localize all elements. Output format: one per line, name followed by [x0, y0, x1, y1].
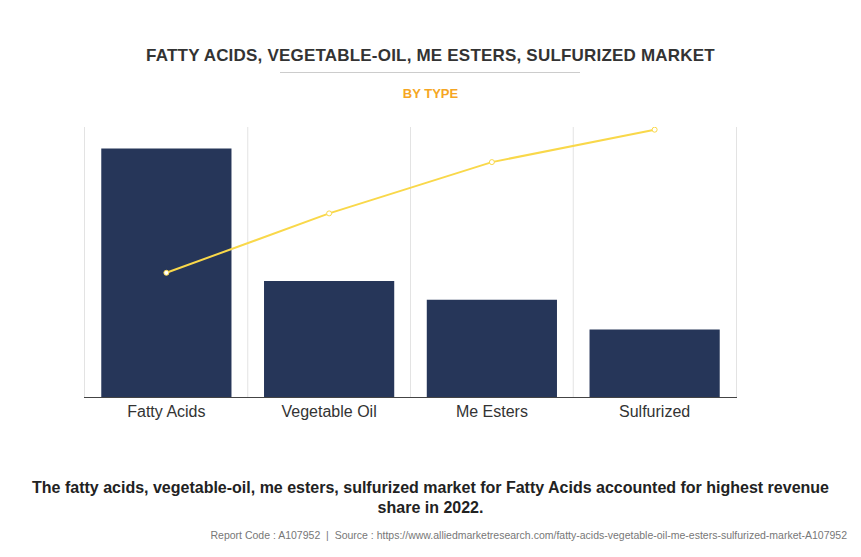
svg-text:Sulfurized: Sulfurized: [619, 403, 690, 420]
html-text:BY TYPE: BY TYPE: [402, 86, 459, 101]
html-text:Report Code : A107952 | Source: Report Code : A107952 | Source : https:/…: [210, 529, 847, 541]
html-text:FATTY ACIDS, VEGETABLE-OIL, ME: FATTY ACIDS, VEGETABLE-OIL, ME ESTERS, S…: [146, 46, 715, 65]
svg-text:Fatty Acids: Fatty Acids: [127, 403, 205, 420]
svg-text:Me Esters: Me Esters: [456, 403, 528, 420]
svg-text:Vegetable Oil: Vegetable Oil: [282, 403, 377, 420]
html-text:The fatty acids, vegetable-oil: The fatty acids, vegetable-oil, me ester…: [32, 479, 829, 516]
